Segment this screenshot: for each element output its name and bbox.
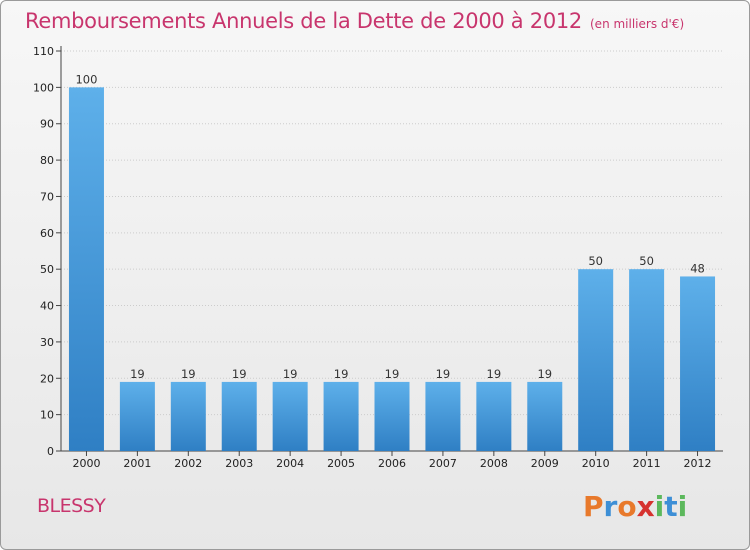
bar-2001 [119,381,155,451]
proxiti-logo[interactable]: Proxiti [583,490,687,523]
bar-2008 [476,381,512,451]
x-tick-label: 2009 [531,457,559,470]
x-tick-label: 2010 [582,457,610,470]
data-label: 19 [334,367,349,381]
bar-2000 [68,87,104,451]
logo-letter: t [664,490,678,523]
logo-letter: o [617,490,637,523]
bar-2004 [272,381,308,451]
y-tick-label: 10 [40,409,54,422]
data-label: 19 [232,367,247,381]
data-label: 19 [487,367,502,381]
y-tick-label: 100 [33,81,54,94]
y-tick-label: 60 [40,227,54,240]
commune-name: BLESSY [37,495,106,517]
bar-2006 [374,381,410,451]
bar-2003 [221,381,257,451]
logo-letter: x [636,490,655,523]
data-label: 50 [588,254,603,268]
bar-2010 [578,269,614,451]
x-tick-label: 2000 [72,457,100,470]
x-tick-label: 2006 [378,457,406,470]
y-tick-label: 50 [40,263,54,276]
data-label: 19 [181,367,196,381]
chart-title: Remboursements Annuels de la Dette de 20… [25,9,684,33]
bar-2011 [629,269,665,451]
data-label: 19 [537,367,552,381]
y-tick-label: 0 [47,445,54,458]
x-tick-label: 2005 [327,457,355,470]
x-tick-label: 2008 [480,457,508,470]
data-label: 48 [690,261,705,275]
chart-subtitle: (en milliers d'€) [590,17,685,31]
data-label: 19 [130,367,145,381]
chart-title-text: Remboursements Annuels de la Dette de 20… [25,9,582,33]
y-tick-label: 90 [40,118,54,131]
x-tick-label: 2001 [123,457,151,470]
y-tick-label: 40 [40,300,54,313]
bar-2002 [170,381,206,451]
data-label: 100 [75,72,97,86]
grid-lines [61,50,723,416]
bar-2005 [323,381,359,451]
data-label: 50 [639,254,654,268]
y-tick-label: 80 [40,154,54,167]
data-label: 19 [283,367,298,381]
bars [68,87,716,451]
x-tick-label: 2011 [633,457,661,470]
data-label: 19 [385,367,400,381]
logo-letter: i [677,490,688,523]
y-tick-label: 70 [40,190,54,203]
x-tick-label: 2003 [225,457,253,470]
x-tick-label: 2004 [276,457,304,470]
data-label: 19 [436,367,451,381]
x-tick-label: 2012 [684,457,712,470]
bar-2009 [527,381,563,451]
x-tick-label: 2007 [429,457,457,470]
logo-letter: i [654,490,665,523]
y-tick-label: 110 [33,45,54,58]
bar-2012 [680,276,716,451]
bar-2007 [425,381,461,451]
logo-letter: P [583,490,604,523]
x-tick-label: 2002 [174,457,202,470]
data-labels: 100 19 19 19 19 19 19 19 19 19 50 50 48 [75,72,704,381]
logo-letter: r [603,490,618,523]
y-tick-label: 20 [40,372,54,385]
y-tick-label: 30 [40,336,54,349]
